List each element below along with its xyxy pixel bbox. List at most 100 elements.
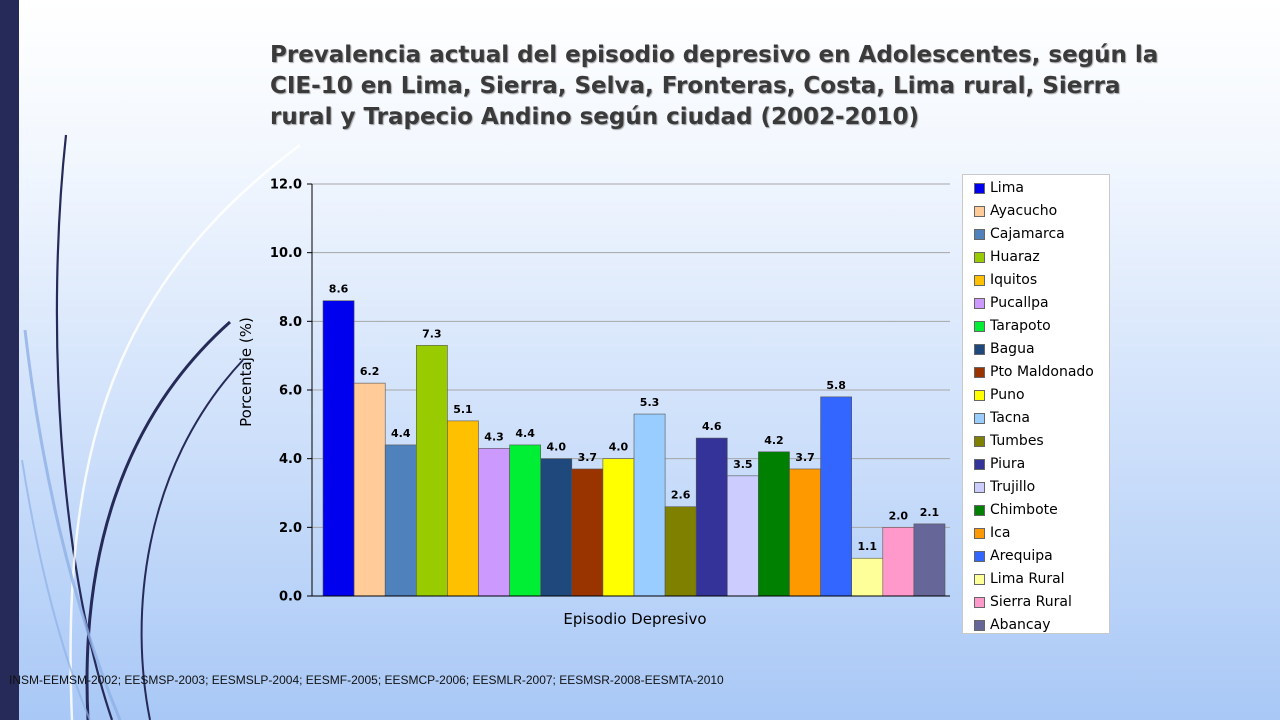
- legend-item: Trujillo: [974, 476, 1109, 499]
- y-tick-label: 10.0: [270, 246, 302, 261]
- bar-data-label: 5.3: [640, 396, 660, 409]
- legend-item: Sierra Rural: [974, 591, 1109, 614]
- decor-curve: [55, 134, 114, 720]
- bar-data-label: 4.0: [547, 441, 567, 454]
- legend-item: Lima: [974, 177, 1109, 200]
- bar-data-label: 4.6: [702, 420, 722, 433]
- bar-pto-maldonado: [571, 468, 604, 597]
- y-tick-label: 0.0: [279, 590, 302, 605]
- chart-legend: Lima Ayacucho Cajamarca Huaraz Iquitos Pucall…: [962, 174, 1110, 634]
- legend-label: Sierra Rural: [990, 594, 1072, 610]
- bar-data-label: 4.3: [484, 430, 504, 443]
- legend-item: Huaraz: [974, 246, 1109, 269]
- decor-curve: [69, 144, 301, 720]
- legend-swatch: [974, 620, 985, 631]
- legend-item: Tarapoto: [974, 315, 1109, 338]
- bar-puno: [602, 458, 635, 597]
- legend-swatch: [974, 459, 985, 470]
- legend-label: Trujillo: [990, 479, 1036, 495]
- legend-swatch: [974, 505, 985, 516]
- legend-swatch: [974, 436, 985, 447]
- y-tick-label: 6.0: [279, 384, 302, 399]
- legend-item: Ayacucho: [974, 200, 1109, 223]
- legend-label: Ica: [990, 525, 1011, 541]
- legend-swatch: [974, 275, 985, 286]
- legend-item: Chimbote: [974, 499, 1109, 522]
- legend-swatch: [974, 206, 985, 217]
- bar-data-label: 7.3: [422, 327, 442, 340]
- bar-huaraz: [416, 345, 448, 597]
- legend-swatch: [974, 482, 985, 493]
- bar-data-label: 4.4: [391, 427, 411, 440]
- legend-label: Lima Rural: [990, 571, 1065, 587]
- source-citation: INSM-EEMSM-2002; EESMSP-2003; EESMSLP-20…: [9, 673, 724, 687]
- bar-abancay: [913, 523, 946, 597]
- left-accent-strip: [0, 0, 19, 720]
- bar-arequipa: [820, 396, 852, 597]
- y-tick-label: 2.0: [279, 521, 302, 536]
- bar-tarapoto: [509, 444, 542, 597]
- legend-label: Tarapoto: [990, 318, 1051, 334]
- legend-item: Pucallpa: [974, 292, 1109, 315]
- bar-data-label: 4.4: [515, 427, 535, 440]
- bar-data-label: 5.8: [826, 379, 846, 392]
- legend-label: Tumbes: [990, 433, 1044, 449]
- legend-swatch: [974, 252, 985, 263]
- legend-item: Tacna: [974, 407, 1109, 430]
- legend-swatch: [974, 413, 985, 424]
- legend-label: Ayacucho: [990, 203, 1058, 219]
- bar-piura: [695, 437, 728, 597]
- bar-data-label: 4.2: [764, 434, 784, 447]
- legend-swatch: [974, 551, 985, 562]
- legend-swatch: [974, 183, 985, 194]
- bar-bagua: [540, 458, 573, 597]
- legend-swatch: [974, 597, 985, 608]
- bar-data-label: 8.6: [329, 283, 349, 296]
- legend-label: Piura: [990, 456, 1026, 472]
- legend-item: Lima Rural: [974, 568, 1109, 591]
- y-axis-ticks: 0.0 2.0 4.0 6.0 8.0 10.0 12.0: [270, 178, 312, 605]
- bar-data-label: 1.1: [858, 540, 878, 553]
- legend-label: Cajamarca: [990, 226, 1065, 242]
- bar-data-label: 4.0: [609, 441, 629, 454]
- data-labels: 8.6 6.2 4.4 7.3 5.1 4.3 4.4 4.0 3.7 4.0 5.3 2.6 4.6 3…: [329, 283, 939, 554]
- legend-label: Pucallpa: [990, 295, 1049, 311]
- bar-trujillo: [726, 475, 759, 597]
- bar-data-label: 5.1: [453, 403, 473, 416]
- bar-data-label: 2.0: [889, 509, 909, 522]
- legend-label: Puno: [990, 387, 1025, 403]
- bar-iquitos: [447, 420, 479, 597]
- legend-swatch: [974, 321, 985, 332]
- legend-label: Lima: [990, 180, 1024, 196]
- bar-data-label: 3.7: [795, 451, 815, 464]
- bar-lima: [322, 300, 355, 597]
- legend-item: Abancay: [974, 614, 1109, 637]
- legend-swatch: [974, 229, 985, 240]
- legend-label: Pto Maldonado: [990, 364, 1094, 380]
- legend-item: Ica: [974, 522, 1109, 545]
- legend-swatch: [974, 344, 985, 355]
- bar-lima-rural: [851, 557, 884, 597]
- legend-swatch: [974, 390, 985, 401]
- bar-tacna: [633, 413, 666, 597]
- bar-tumbes: [664, 506, 697, 597]
- legend-item: Piura: [974, 453, 1109, 476]
- y-tick-label: 12.0: [270, 178, 302, 193]
- y-tick-label: 4.0: [279, 452, 302, 467]
- bar-data-label: 2.6: [671, 489, 691, 502]
- bar-data-label: 6.2: [360, 365, 380, 378]
- legend-item: Bagua: [974, 338, 1109, 361]
- legend-item: Puno: [974, 384, 1109, 407]
- bar-chart: 0.0 2.0 4.0 6.0 8.0 10.0 12.0 8.6 6.2 4.4 7.3 5.1 4…: [270, 178, 950, 605]
- x-axis-label: Episodio Depresivo: [563, 610, 707, 628]
- decor-curve: [85, 320, 231, 720]
- bar-data-label: 3.5: [733, 458, 753, 471]
- legend-label: Arequipa: [990, 548, 1053, 564]
- legend-label: Bagua: [990, 341, 1035, 357]
- y-tick-label: 8.0: [279, 315, 302, 330]
- slide-title: Prevalencia actual del episodio depresiv…: [270, 42, 1159, 130]
- legend-swatch: [974, 574, 985, 585]
- bar-ayacucho: [353, 382, 386, 597]
- bar-pucallpa: [478, 448, 510, 597]
